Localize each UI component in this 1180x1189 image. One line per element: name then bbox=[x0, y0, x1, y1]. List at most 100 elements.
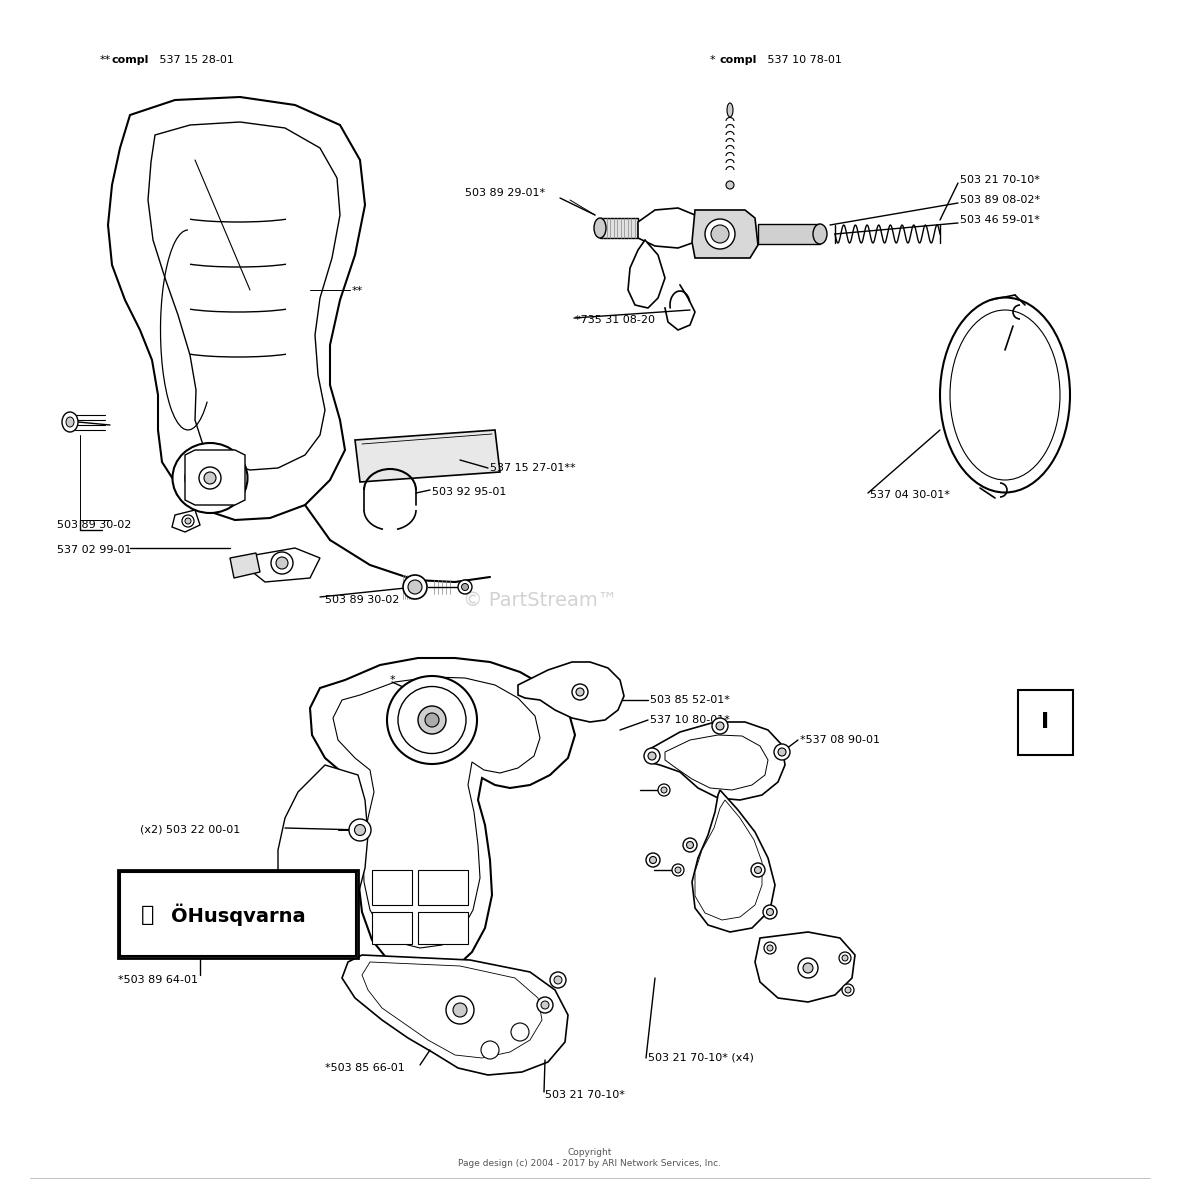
Text: **: ** bbox=[352, 287, 363, 296]
Text: *: * bbox=[710, 55, 715, 65]
Text: Ⓘ: Ⓘ bbox=[142, 905, 155, 925]
Ellipse shape bbox=[645, 853, 660, 867]
Ellipse shape bbox=[778, 748, 786, 756]
Ellipse shape bbox=[716, 722, 725, 730]
Polygon shape bbox=[758, 224, 820, 244]
Ellipse shape bbox=[671, 864, 684, 876]
Polygon shape bbox=[342, 955, 568, 1075]
Ellipse shape bbox=[446, 996, 474, 1024]
Ellipse shape bbox=[276, 556, 288, 570]
Ellipse shape bbox=[767, 945, 773, 951]
Ellipse shape bbox=[704, 219, 735, 249]
Ellipse shape bbox=[66, 417, 74, 427]
Ellipse shape bbox=[63, 413, 78, 432]
Ellipse shape bbox=[754, 867, 761, 874]
Ellipse shape bbox=[461, 584, 468, 591]
Ellipse shape bbox=[940, 297, 1070, 492]
Ellipse shape bbox=[481, 1042, 499, 1059]
Bar bbox=[1018, 690, 1073, 755]
Ellipse shape bbox=[750, 863, 765, 877]
Text: **: ** bbox=[100, 55, 111, 65]
Ellipse shape bbox=[398, 686, 466, 754]
Bar bbox=[120, 872, 356, 956]
Text: Copyright
Page design (c) 2004 - 2017 by ARI Network Services, Inc.: Copyright Page design (c) 2004 - 2017 by… bbox=[459, 1149, 721, 1168]
Text: ÖHusqvarna: ÖHusqvarna bbox=[171, 904, 306, 926]
Ellipse shape bbox=[763, 905, 776, 919]
Ellipse shape bbox=[349, 819, 371, 841]
Text: (x2) 503 22 00-01: (x2) 503 22 00-01 bbox=[140, 825, 241, 835]
Ellipse shape bbox=[458, 580, 472, 594]
Ellipse shape bbox=[767, 908, 774, 916]
Polygon shape bbox=[599, 218, 638, 238]
Ellipse shape bbox=[675, 867, 681, 873]
Ellipse shape bbox=[712, 718, 728, 734]
Polygon shape bbox=[691, 789, 775, 932]
Text: compl: compl bbox=[720, 55, 758, 65]
Ellipse shape bbox=[453, 1004, 467, 1017]
Text: 537 15 27-01**: 537 15 27-01** bbox=[490, 463, 576, 473]
Ellipse shape bbox=[683, 838, 697, 853]
Text: 503 21 70-10*: 503 21 70-10* bbox=[961, 175, 1040, 185]
Polygon shape bbox=[355, 430, 500, 482]
Ellipse shape bbox=[404, 575, 427, 599]
Ellipse shape bbox=[172, 443, 248, 512]
Ellipse shape bbox=[182, 515, 194, 527]
Ellipse shape bbox=[804, 963, 813, 973]
Ellipse shape bbox=[387, 677, 477, 765]
Ellipse shape bbox=[727, 103, 733, 117]
Ellipse shape bbox=[572, 684, 588, 700]
Polygon shape bbox=[695, 800, 762, 920]
Ellipse shape bbox=[594, 218, 607, 238]
Text: 503 92 95-01: 503 92 95-01 bbox=[432, 487, 506, 497]
Ellipse shape bbox=[644, 748, 660, 765]
Text: 503 21 70-10*: 503 21 70-10* bbox=[545, 1090, 625, 1100]
Polygon shape bbox=[148, 122, 340, 470]
Text: 503 89 30-02: 503 89 30-02 bbox=[57, 520, 131, 530]
Text: 537 10 80-01*: 537 10 80-01* bbox=[650, 715, 730, 725]
Text: *537 08 90-01: *537 08 90-01 bbox=[800, 735, 880, 746]
FancyBboxPatch shape bbox=[118, 870, 358, 958]
Text: 537 04 30-01*: 537 04 30-01* bbox=[870, 490, 950, 501]
Polygon shape bbox=[755, 932, 856, 1002]
Bar bbox=[372, 912, 412, 944]
Ellipse shape bbox=[271, 552, 293, 574]
Polygon shape bbox=[278, 765, 368, 932]
Bar bbox=[418, 870, 468, 905]
Ellipse shape bbox=[185, 454, 235, 502]
Polygon shape bbox=[362, 962, 542, 1058]
Ellipse shape bbox=[185, 518, 191, 524]
Ellipse shape bbox=[354, 824, 366, 836]
Polygon shape bbox=[333, 677, 540, 948]
Text: compl: compl bbox=[112, 55, 150, 65]
Ellipse shape bbox=[204, 472, 216, 484]
Bar bbox=[418, 912, 468, 944]
Ellipse shape bbox=[813, 224, 827, 244]
Polygon shape bbox=[691, 210, 758, 258]
Ellipse shape bbox=[839, 952, 851, 964]
Ellipse shape bbox=[649, 856, 656, 863]
Ellipse shape bbox=[553, 976, 562, 984]
Polygon shape bbox=[310, 658, 575, 975]
Text: 537 15 28-01: 537 15 28-01 bbox=[156, 55, 234, 65]
Polygon shape bbox=[628, 240, 666, 308]
Ellipse shape bbox=[687, 842, 694, 849]
Ellipse shape bbox=[843, 984, 854, 996]
Ellipse shape bbox=[658, 784, 670, 795]
Ellipse shape bbox=[418, 706, 446, 734]
Polygon shape bbox=[230, 553, 260, 578]
Polygon shape bbox=[638, 208, 700, 249]
Ellipse shape bbox=[576, 688, 584, 696]
Text: *503 89 64-01: *503 89 64-01 bbox=[118, 975, 198, 984]
Ellipse shape bbox=[763, 942, 776, 954]
Text: 503 46 59-01*: 503 46 59-01* bbox=[961, 215, 1040, 225]
Text: 503 85 52-01*: 503 85 52-01* bbox=[650, 696, 730, 705]
Ellipse shape bbox=[712, 225, 729, 243]
Ellipse shape bbox=[199, 467, 221, 489]
Text: 503 21 70-10* (x4): 503 21 70-10* (x4) bbox=[648, 1053, 754, 1063]
Ellipse shape bbox=[540, 1001, 549, 1009]
Polygon shape bbox=[250, 548, 320, 581]
Text: 503 89 29-01*: 503 89 29-01* bbox=[465, 188, 545, 199]
Text: © PartStream™: © PartStream™ bbox=[463, 591, 617, 610]
Ellipse shape bbox=[425, 713, 439, 726]
Text: I: I bbox=[1041, 712, 1049, 732]
